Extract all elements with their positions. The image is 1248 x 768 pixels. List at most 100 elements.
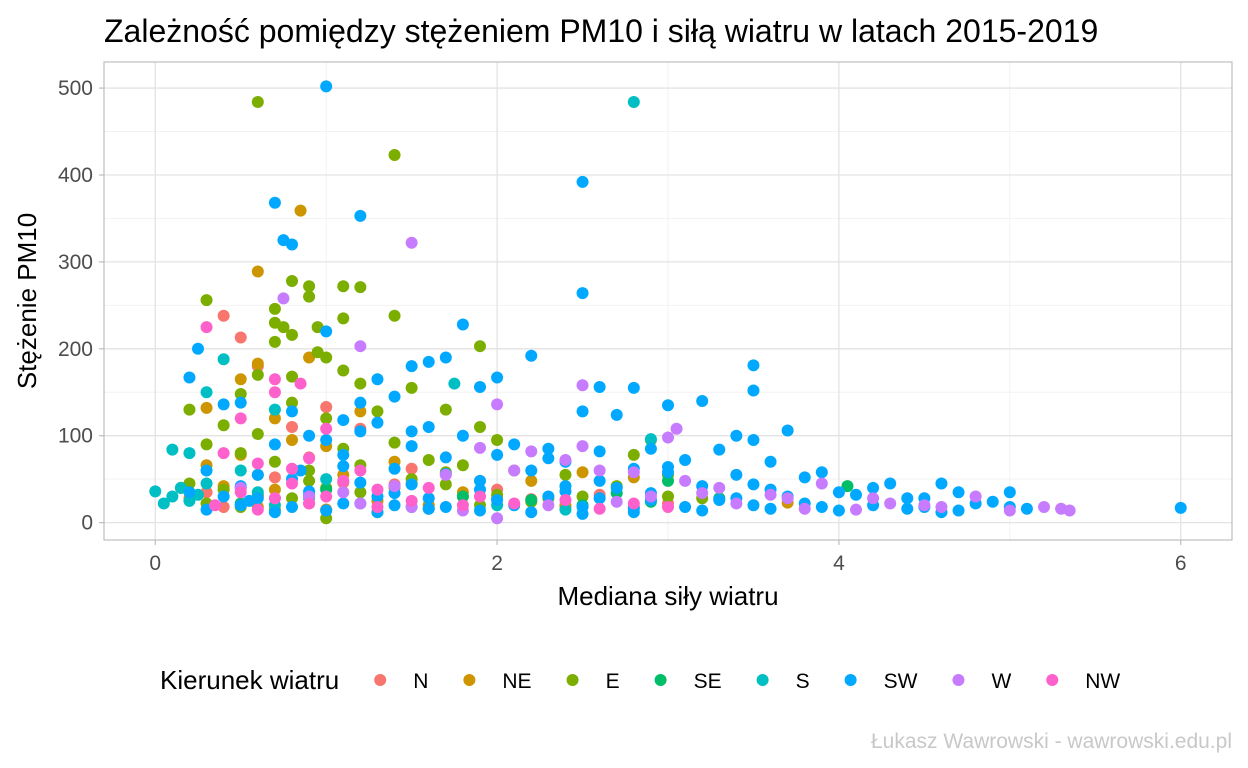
data-point [747,478,760,491]
data-point [542,490,555,503]
data-point [815,477,828,490]
data-point [850,503,862,516]
y-axis-ticks: 0 100 200 300 400 500 [58,77,104,535]
data-point [268,438,281,451]
data-point [303,474,316,487]
data-point [234,412,247,425]
legend-label: W [991,670,1011,693]
data-point [525,494,538,507]
data-point [679,500,692,513]
data-point [371,373,384,386]
data-point [337,280,350,293]
data-point [268,492,281,505]
data-point [593,464,606,477]
data-point [268,373,281,386]
data-point [867,492,880,505]
data-point [200,438,213,451]
data-point [388,436,401,449]
data-point [183,486,196,499]
data-point [901,492,914,505]
data-point [268,471,281,484]
data-point [474,504,486,517]
data-point [200,386,213,399]
data-point [542,442,555,455]
data-point [294,377,307,390]
data-point [491,512,504,525]
data-point [337,460,350,473]
data-point [388,480,401,493]
data-point [832,504,845,517]
legend-item-n: N [374,670,428,693]
data-point [670,422,683,435]
data-point [354,377,367,390]
data-point [781,424,794,437]
legend-label: NW [1085,670,1120,693]
data-point [234,387,247,400]
data-point [405,440,418,453]
x-tick-label: 2 [491,552,503,575]
data-point [251,265,264,278]
data-point [1038,500,1050,513]
data-point [149,485,162,498]
data-point [217,490,230,503]
data-point [593,474,606,487]
data-point [320,490,333,503]
data-point [354,340,367,353]
data-point [935,500,948,513]
data-point [576,175,589,188]
x-tick-label: 0 [149,552,161,575]
data-point [286,421,298,434]
data-point [627,497,640,510]
plot-panel-border [103,61,1233,541]
data-point [337,312,350,325]
data-point [354,486,367,499]
data-point [337,414,350,427]
data-point [935,477,948,490]
data-point [815,500,828,513]
data-point [662,399,674,412]
data-point [798,471,811,484]
data-point [491,398,504,411]
data-point [850,488,862,501]
data-point [456,490,469,503]
legend-label: N [413,670,428,693]
data-point [303,290,316,303]
data-point [268,506,281,519]
data-point [320,80,333,93]
data-point [354,464,367,477]
data-point [320,412,333,425]
data-point [576,440,589,453]
data-point [662,460,674,473]
data-point [388,499,401,512]
data-point [730,468,743,481]
data-point [286,500,298,513]
data-point [371,416,384,429]
data-point [354,476,367,489]
legend-key [756,674,769,686]
legend-key [952,674,965,686]
data-point [388,148,401,161]
y-tick-label: 100 [58,425,93,448]
data-point [354,396,367,409]
data-point [696,504,709,517]
data-point [286,477,298,490]
data-point [696,487,709,500]
data-point [627,95,640,108]
data-point [1174,501,1187,514]
data-point [320,351,333,364]
data-point [251,468,264,481]
data-point [183,494,196,507]
series-nw [200,321,674,516]
data-point [268,302,281,315]
data-point [277,321,290,334]
data-point [1020,502,1033,515]
data-point [610,408,623,421]
legend-item-nw: NW [1046,670,1120,693]
data-point [183,447,196,460]
x-axis-title: Mediana siły wiatru [557,581,778,611]
data-point [781,492,794,505]
data-point [303,497,316,510]
data-point [474,340,486,353]
data-point [388,309,401,322]
data-point [559,485,572,498]
